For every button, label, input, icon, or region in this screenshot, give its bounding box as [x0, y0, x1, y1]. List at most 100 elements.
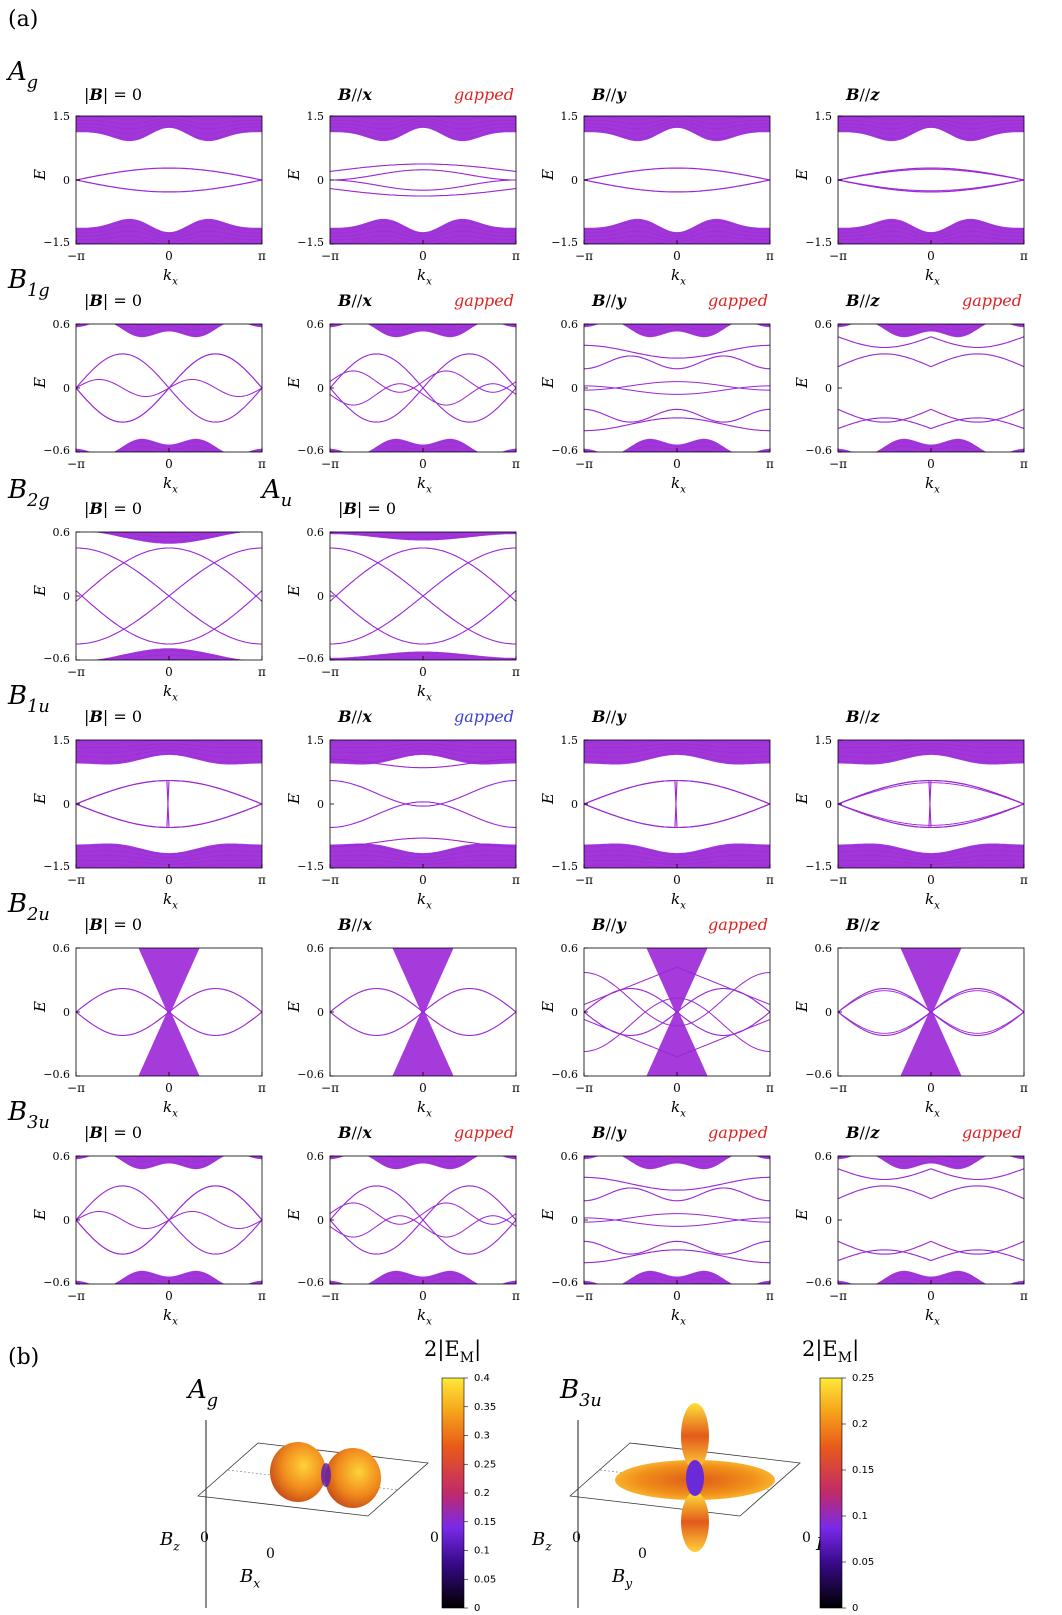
- bulk-continuum: [392, 1012, 454, 1076]
- band-curve: [330, 749, 516, 758]
- x-tick-label: −π: [575, 457, 593, 471]
- y-tick-label: 0.6: [53, 942, 71, 955]
- band-lines: [838, 948, 1024, 1076]
- irrep-label: B3u: [7, 1097, 50, 1133]
- band-curve: [330, 801, 516, 829]
- gapped-label: gapped: [454, 85, 514, 104]
- x-tick-label: π: [512, 1081, 520, 1095]
- colorbar-tick-label: 0.05: [852, 1557, 874, 1568]
- band-curve: [584, 167, 770, 181]
- band-curve: [838, 845, 1024, 855]
- bulk-continuum: [330, 1156, 516, 1170]
- band-curve: [76, 850, 262, 859]
- band-curve: [330, 440, 516, 452]
- x-axis-label: kx: [671, 1306, 686, 1328]
- row-b2g: B2g |B| = 0 0.6 0 −0.6 E −π 0 π kx: [7, 475, 266, 704]
- lobe: [270, 1442, 326, 1502]
- x-axis-label: kx: [671, 1098, 686, 1120]
- band-lines: [838, 113, 1024, 244]
- y-tick-label: −1.5: [43, 236, 70, 249]
- x-axis-label: kx: [925, 266, 940, 288]
- field-label: B//y: [591, 1123, 627, 1142]
- colorbar: 2|EM| 0 0.05 0.1 0.15 0.2 0.25 0.3 0.35 0.4: [424, 1337, 496, 1614]
- band-curve: [76, 316, 262, 321]
- irrep-label: B3u: [559, 1375, 602, 1411]
- x-tick-label: 0: [165, 457, 173, 471]
- colorbar-tick-label: 0.25: [852, 1373, 874, 1384]
- band-lines: [76, 740, 262, 868]
- bulk-continuum: [838, 843, 1024, 868]
- zero-label: 0: [802, 1530, 811, 1546]
- band-curve: [374, 1156, 472, 1163]
- band-plot-b1u-z: B//z 1.5 0 −1.5 E −π 0 π kx: [793, 707, 1028, 912]
- band-curve: [584, 1217, 770, 1227]
- bulk-continuum: [138, 948, 200, 1012]
- x-tick-label: π: [512, 1289, 520, 1303]
- x-axis-label: kx: [163, 1098, 178, 1120]
- band-curve: [838, 230, 1024, 240]
- y-tick-label: −0.6: [805, 444, 832, 457]
- band-curve: [838, 440, 1024, 452]
- y-tick-label: 0.6: [815, 942, 833, 955]
- field-plane: [197, 1442, 429, 1517]
- x-axis-label: kx: [925, 890, 940, 912]
- bulk-continuum: [330, 218, 516, 244]
- field-label: B//y: [591, 85, 627, 104]
- field-label: B//x: [337, 85, 372, 104]
- x-tick-label: −π: [829, 873, 847, 887]
- band-plot-b3u-zero: |B| = 0 0.6 0 −0.6 E −π 0 π kx: [31, 1123, 266, 1328]
- band-curve: [330, 737, 516, 738]
- y-tick-label: 0: [571, 798, 578, 811]
- band-curve: [838, 1146, 1024, 1148]
- gapped-label: gapped: [708, 291, 768, 310]
- y-tick-label: 0.6: [307, 942, 325, 955]
- y-tick-label: 0.6: [53, 1150, 71, 1163]
- field-label: |B| = 0: [84, 85, 142, 104]
- colorbar-tick-label: 0.3: [474, 1431, 490, 1442]
- band-lines: [330, 948, 516, 1076]
- band-curve: [584, 408, 770, 423]
- band-curve: [76, 225, 262, 237]
- y-axis-label: E: [285, 1001, 303, 1013]
- bulk-continuum: [76, 438, 262, 452]
- x-tick-label: −π: [829, 249, 847, 263]
- band-lines: [330, 737, 516, 868]
- band-curve: [330, 653, 516, 660]
- x-tick-label: 0: [673, 873, 681, 887]
- band-curve: [838, 113, 1024, 114]
- y-axis-label: E: [31, 169, 49, 181]
- band-curve: [838, 123, 1024, 135]
- band-curve: [330, 316, 516, 321]
- band-curve: [120, 1156, 218, 1163]
- band-curve: [330, 370, 516, 393]
- band-curve: [76, 746, 262, 753]
- y-axis-label: E: [539, 377, 557, 389]
- zero-label: 0: [430, 1530, 439, 1546]
- bulk-continuum: [76, 324, 262, 338]
- bulk-continuum: [330, 116, 516, 142]
- bulk-continuum: [93, 648, 245, 660]
- x-tick-label: π: [258, 665, 266, 679]
- y-tick-label: −0.6: [297, 1276, 324, 1289]
- band-curve: [584, 355, 770, 370]
- y-tick-label: 0: [63, 798, 70, 811]
- row-ag: Ag |B| = 0 1.5 0 −1.5 E −π 0 π kx B//x gapped 1.5 0 −1…: [6, 57, 1028, 288]
- colorbar-title: 2|EM|: [802, 1337, 859, 1366]
- band-plot-b1u-y: B//y 1.5 0 −1.5 E −π 0 π kx: [539, 707, 774, 912]
- y-tick-label: 0: [63, 1214, 70, 1227]
- band-curve: [330, 240, 516, 244]
- band-curve: [330, 163, 516, 173]
- x-tick-label: −π: [321, 873, 339, 887]
- bulk-continuum: [330, 651, 516, 660]
- band-curve: [99, 650, 239, 660]
- y-tick-label: 0: [571, 174, 578, 187]
- y-tick-label: −0.6: [43, 1068, 70, 1081]
- colorbar-tick-label: 0.4: [474, 1373, 490, 1384]
- x-tick-label: π: [1020, 1081, 1028, 1095]
- x-tick-label: −π: [829, 457, 847, 471]
- y-tick-label: 0.6: [307, 1150, 325, 1163]
- gapped-label: gapped: [708, 915, 768, 934]
- band-curve: [76, 440, 262, 452]
- y-tick-label: 0.6: [561, 1150, 579, 1163]
- band-curve: [330, 740, 516, 744]
